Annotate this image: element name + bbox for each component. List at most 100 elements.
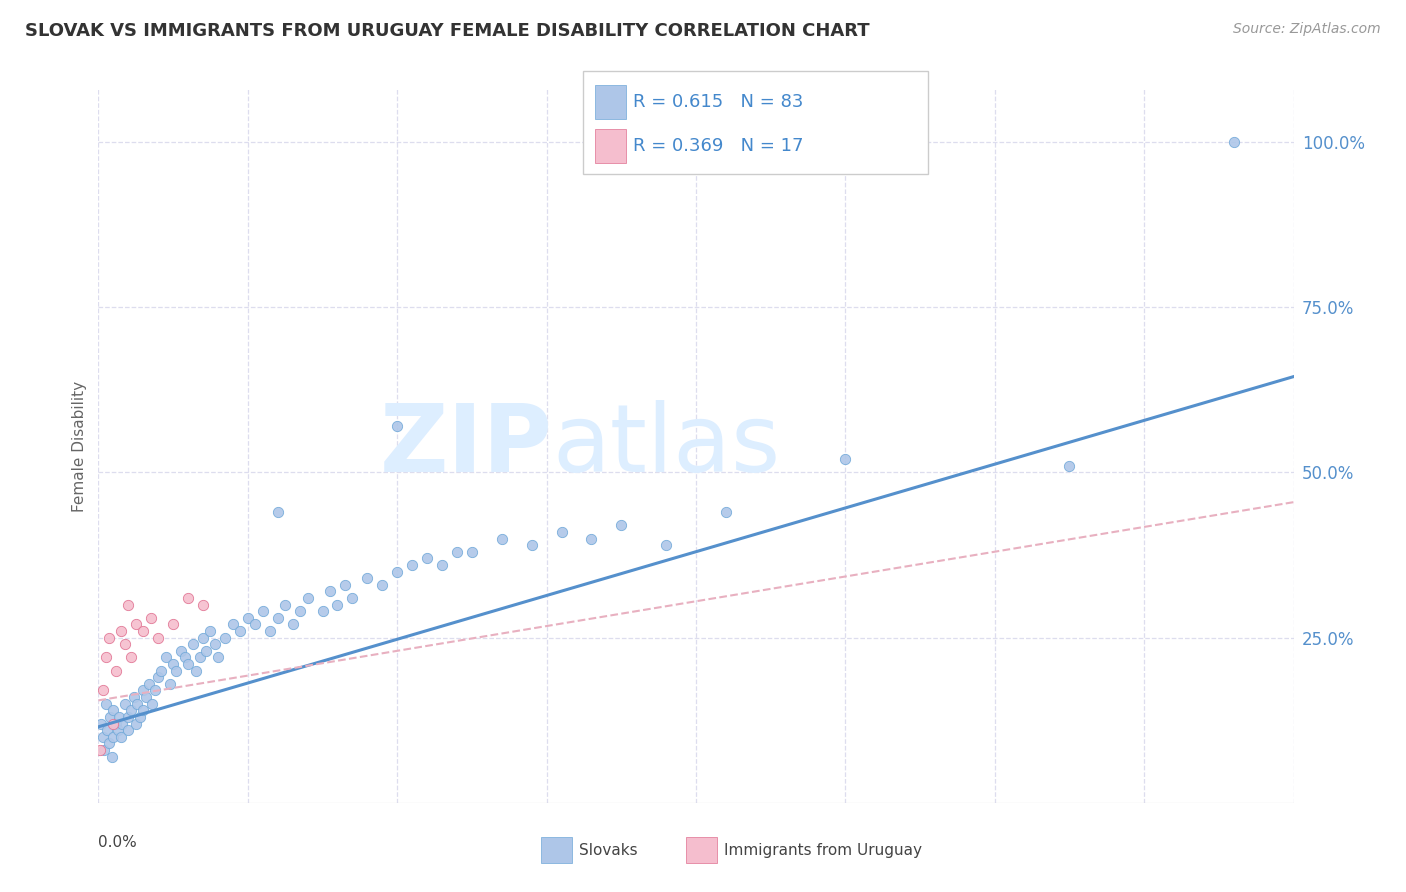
Point xyxy=(114,697,136,711)
Point xyxy=(148,631,170,645)
Point xyxy=(267,505,290,519)
Point xyxy=(162,657,184,671)
Point xyxy=(834,452,856,467)
Point xyxy=(155,650,177,665)
Point xyxy=(107,723,129,738)
Point xyxy=(125,617,148,632)
Point xyxy=(446,545,468,559)
Text: R = 0.369   N = 17: R = 0.369 N = 17 xyxy=(633,137,803,155)
Point xyxy=(159,677,181,691)
Point xyxy=(385,565,409,579)
Point xyxy=(89,743,111,757)
Point xyxy=(430,558,453,572)
Point xyxy=(132,624,155,638)
Point xyxy=(105,716,128,731)
Point xyxy=(139,611,162,625)
Point xyxy=(214,631,236,645)
Point xyxy=(245,617,267,632)
Point xyxy=(125,716,148,731)
Text: Source: ZipAtlas.com: Source: ZipAtlas.com xyxy=(1233,22,1381,37)
Point xyxy=(129,710,152,724)
Point xyxy=(222,617,245,632)
Point xyxy=(132,703,155,717)
Text: ZIP: ZIP xyxy=(380,400,553,492)
Point xyxy=(550,524,572,539)
Point xyxy=(103,716,125,731)
Point xyxy=(252,604,274,618)
Point xyxy=(385,419,409,434)
Point xyxy=(200,624,222,638)
Y-axis label: Female Disability: Female Disability xyxy=(72,380,87,512)
Text: Slovaks: Slovaks xyxy=(579,843,638,857)
Point xyxy=(177,591,200,605)
Point xyxy=(91,730,114,744)
Point xyxy=(94,697,117,711)
Point xyxy=(491,532,513,546)
Point xyxy=(204,637,226,651)
Point xyxy=(141,697,163,711)
Point xyxy=(94,650,117,665)
Point xyxy=(148,670,170,684)
Point xyxy=(195,644,218,658)
Point xyxy=(117,710,139,724)
Point xyxy=(108,710,131,724)
Point xyxy=(326,598,349,612)
Point xyxy=(138,677,160,691)
Point xyxy=(184,664,207,678)
Point xyxy=(281,617,304,632)
Point xyxy=(103,730,125,744)
Point xyxy=(117,723,139,738)
Point xyxy=(132,683,155,698)
Point xyxy=(169,644,191,658)
Point xyxy=(90,716,112,731)
Point xyxy=(207,650,229,665)
Point xyxy=(342,591,364,605)
Point xyxy=(333,578,356,592)
Point xyxy=(274,598,297,612)
Text: SLOVAK VS IMMIGRANTS FROM URUGUAY FEMALE DISABILITY CORRELATION CHART: SLOVAK VS IMMIGRANTS FROM URUGUAY FEMALE… xyxy=(25,22,870,40)
Point xyxy=(96,723,118,738)
Point xyxy=(188,650,211,665)
Point xyxy=(191,631,214,645)
Point xyxy=(267,611,290,625)
Point xyxy=(97,631,120,645)
Point xyxy=(127,697,149,711)
Point xyxy=(97,736,120,750)
Point xyxy=(229,624,252,638)
Point xyxy=(1223,135,1246,149)
Point xyxy=(610,518,633,533)
Point xyxy=(110,624,132,638)
Point xyxy=(105,664,128,678)
Point xyxy=(117,598,139,612)
Point xyxy=(416,551,439,566)
Text: atlas: atlas xyxy=(553,400,780,492)
Text: 0.0%: 0.0% xyxy=(98,835,138,850)
Point xyxy=(110,730,132,744)
Point xyxy=(111,716,134,731)
Point xyxy=(120,650,142,665)
Point xyxy=(236,611,259,625)
Point xyxy=(311,604,333,618)
Point xyxy=(191,598,214,612)
Point xyxy=(655,538,678,552)
Point xyxy=(401,558,423,572)
Point xyxy=(1059,458,1081,473)
Point xyxy=(162,617,184,632)
Point xyxy=(181,637,204,651)
Point xyxy=(714,505,737,519)
Text: Immigrants from Uruguay: Immigrants from Uruguay xyxy=(724,843,922,857)
Point xyxy=(371,578,394,592)
Point xyxy=(319,584,342,599)
Point xyxy=(356,571,378,585)
Point xyxy=(143,683,166,698)
Point xyxy=(461,545,484,559)
Point xyxy=(177,657,200,671)
Point xyxy=(93,743,115,757)
Point xyxy=(520,538,543,552)
Point xyxy=(98,710,122,724)
Point xyxy=(91,683,114,698)
Point xyxy=(101,749,124,764)
Point xyxy=(103,703,125,717)
Point xyxy=(174,650,197,665)
Point xyxy=(297,591,319,605)
